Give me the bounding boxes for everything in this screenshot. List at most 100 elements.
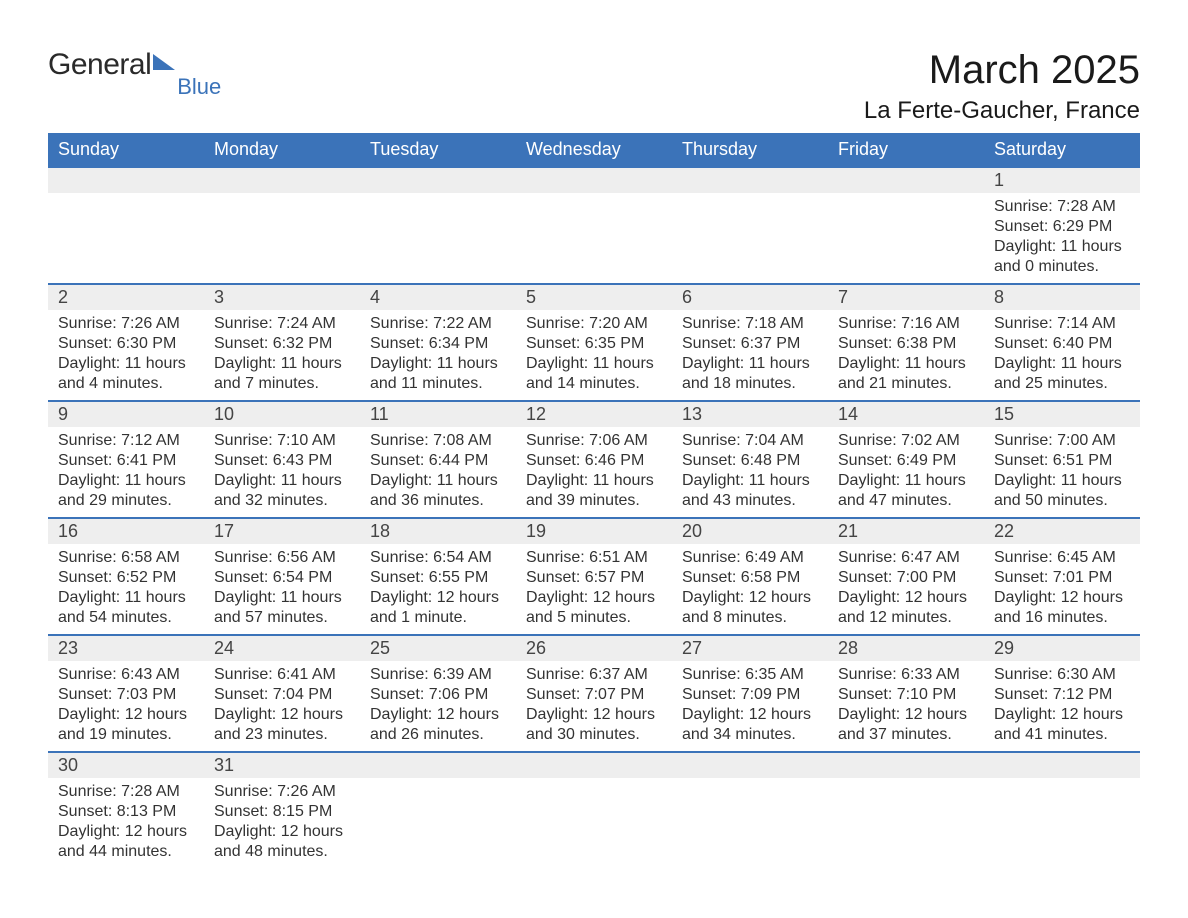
sunset-text: Sunset: 7:09 PM	[682, 685, 818, 705]
day-number-cell: 15	[984, 401, 1140, 427]
day-detail-cell: Sunrise: 6:45 AMSunset: 7:01 PMDaylight:…	[984, 544, 1140, 635]
weekday-header: Wednesday	[516, 133, 672, 167]
day-detail-cell: Sunrise: 7:26 AMSunset: 8:15 PMDaylight:…	[204, 778, 360, 868]
day-number-cell: 16	[48, 518, 204, 544]
day-detail-cell	[204, 193, 360, 284]
day-number-row: 23242526272829	[48, 635, 1140, 661]
day-number-cell: 2	[48, 284, 204, 310]
day-detail-row: Sunrise: 7:28 AMSunset: 8:13 PMDaylight:…	[48, 778, 1140, 868]
sunrise-text: Sunrise: 7:02 AM	[838, 431, 974, 451]
day-detail-cell	[360, 778, 516, 868]
daylight1-text: Daylight: 12 hours	[58, 822, 194, 842]
sunset-text: Sunset: 6:48 PM	[682, 451, 818, 471]
day-detail-cell	[672, 193, 828, 284]
sunset-text: Sunset: 7:07 PM	[526, 685, 662, 705]
daylight1-text: Daylight: 11 hours	[682, 471, 818, 491]
day-number-cell	[984, 752, 1140, 778]
day-number-cell: 12	[516, 401, 672, 427]
sunset-text: Sunset: 6:51 PM	[994, 451, 1130, 471]
sunset-text: Sunset: 6:32 PM	[214, 334, 350, 354]
sunset-text: Sunset: 6:38 PM	[838, 334, 974, 354]
daylight2-text: and 50 minutes.	[994, 491, 1130, 511]
logo-word-2: Blue	[177, 74, 221, 100]
day-detail-cell	[516, 778, 672, 868]
sunset-text: Sunset: 6:46 PM	[526, 451, 662, 471]
day-detail-cell: Sunrise: 7:16 AMSunset: 6:38 PMDaylight:…	[828, 310, 984, 401]
sunrise-text: Sunrise: 7:10 AM	[214, 431, 350, 451]
day-number-cell	[672, 167, 828, 193]
day-number-cell	[672, 752, 828, 778]
sunrise-text: Sunrise: 7:26 AM	[214, 782, 350, 802]
sunrise-text: Sunrise: 7:22 AM	[370, 314, 506, 334]
daylight1-text: Daylight: 11 hours	[994, 237, 1130, 257]
day-detail-cell: Sunrise: 6:54 AMSunset: 6:55 PMDaylight:…	[360, 544, 516, 635]
daylight2-text: and 34 minutes.	[682, 725, 818, 745]
sunset-text: Sunset: 6:40 PM	[994, 334, 1130, 354]
daylight2-text: and 54 minutes.	[58, 608, 194, 628]
daylight1-text: Daylight: 11 hours	[994, 471, 1130, 491]
day-number-row: 3031	[48, 752, 1140, 778]
sunset-text: Sunset: 6:58 PM	[682, 568, 818, 588]
sunrise-text: Sunrise: 6:35 AM	[682, 665, 818, 685]
daylight1-text: Daylight: 11 hours	[370, 471, 506, 491]
day-detail-cell: Sunrise: 7:12 AMSunset: 6:41 PMDaylight:…	[48, 427, 204, 518]
daylight1-text: Daylight: 12 hours	[838, 705, 974, 725]
day-detail-cell: Sunrise: 7:14 AMSunset: 6:40 PMDaylight:…	[984, 310, 1140, 401]
sunset-text: Sunset: 6:55 PM	[370, 568, 506, 588]
day-detail-cell	[48, 193, 204, 284]
day-number-cell: 27	[672, 635, 828, 661]
daylight2-text: and 57 minutes.	[214, 608, 350, 628]
sunrise-text: Sunrise: 7:14 AM	[994, 314, 1130, 334]
sunrise-text: Sunrise: 7:26 AM	[58, 314, 194, 334]
day-detail-row: Sunrise: 6:58 AMSunset: 6:52 PMDaylight:…	[48, 544, 1140, 635]
sunrise-text: Sunrise: 7:16 AM	[838, 314, 974, 334]
sunrise-text: Sunrise: 6:56 AM	[214, 548, 350, 568]
sunset-text: Sunset: 6:35 PM	[526, 334, 662, 354]
sunrise-text: Sunrise: 7:28 AM	[994, 197, 1130, 217]
sunrise-text: Sunrise: 6:51 AM	[526, 548, 662, 568]
daylight2-text: and 18 minutes.	[682, 374, 818, 394]
daylight1-text: Daylight: 12 hours	[682, 705, 818, 725]
daylight1-text: Daylight: 12 hours	[682, 588, 818, 608]
day-number-cell	[516, 167, 672, 193]
day-detail-cell: Sunrise: 7:28 AMSunset: 6:29 PMDaylight:…	[984, 193, 1140, 284]
daylight1-text: Daylight: 12 hours	[58, 705, 194, 725]
daylight1-text: Daylight: 12 hours	[838, 588, 974, 608]
sunset-text: Sunset: 6:37 PM	[682, 334, 818, 354]
daylight2-text: and 1 minute.	[370, 608, 506, 628]
sunrise-text: Sunrise: 7:12 AM	[58, 431, 194, 451]
daylight1-text: Daylight: 11 hours	[370, 354, 506, 374]
day-number-cell: 6	[672, 284, 828, 310]
sunrise-text: Sunrise: 7:24 AM	[214, 314, 350, 334]
day-detail-row: Sunrise: 6:43 AMSunset: 7:03 PMDaylight:…	[48, 661, 1140, 752]
daylight2-text: and 16 minutes.	[994, 608, 1130, 628]
day-detail-cell: Sunrise: 6:43 AMSunset: 7:03 PMDaylight:…	[48, 661, 204, 752]
daylight2-text: and 43 minutes.	[682, 491, 818, 511]
weekday-header: Monday	[204, 133, 360, 167]
sunset-text: Sunset: 8:13 PM	[58, 802, 194, 822]
calendar-header: SundayMondayTuesdayWednesdayThursdayFrid…	[48, 133, 1140, 167]
day-detail-cell: Sunrise: 7:22 AMSunset: 6:34 PMDaylight:…	[360, 310, 516, 401]
daylight2-text: and 26 minutes.	[370, 725, 506, 745]
weekday-header: Saturday	[984, 133, 1140, 167]
daylight1-text: Daylight: 11 hours	[526, 471, 662, 491]
day-number-cell	[828, 167, 984, 193]
day-number-cell: 22	[984, 518, 1140, 544]
header: General Blue March 2025 La Ferte-Gaucher…	[48, 48, 1140, 125]
day-number-cell: 26	[516, 635, 672, 661]
daylight1-text: Daylight: 11 hours	[838, 354, 974, 374]
daylight2-text: and 30 minutes.	[526, 725, 662, 745]
day-number-cell: 18	[360, 518, 516, 544]
sunrise-text: Sunrise: 6:54 AM	[370, 548, 506, 568]
daylight2-text: and 32 minutes.	[214, 491, 350, 511]
title-block: March 2025 La Ferte-Gaucher, France	[864, 48, 1140, 125]
day-number-cell: 10	[204, 401, 360, 427]
sunrise-text: Sunrise: 6:41 AM	[214, 665, 350, 685]
daylight2-text: and 7 minutes.	[214, 374, 350, 394]
day-detail-cell: Sunrise: 6:41 AMSunset: 7:04 PMDaylight:…	[204, 661, 360, 752]
daylight2-text: and 44 minutes.	[58, 842, 194, 862]
sunrise-text: Sunrise: 7:04 AM	[682, 431, 818, 451]
sunrise-text: Sunrise: 6:45 AM	[994, 548, 1130, 568]
daylight2-text: and 48 minutes.	[214, 842, 350, 862]
day-detail-row: Sunrise: 7:28 AMSunset: 6:29 PMDaylight:…	[48, 193, 1140, 284]
